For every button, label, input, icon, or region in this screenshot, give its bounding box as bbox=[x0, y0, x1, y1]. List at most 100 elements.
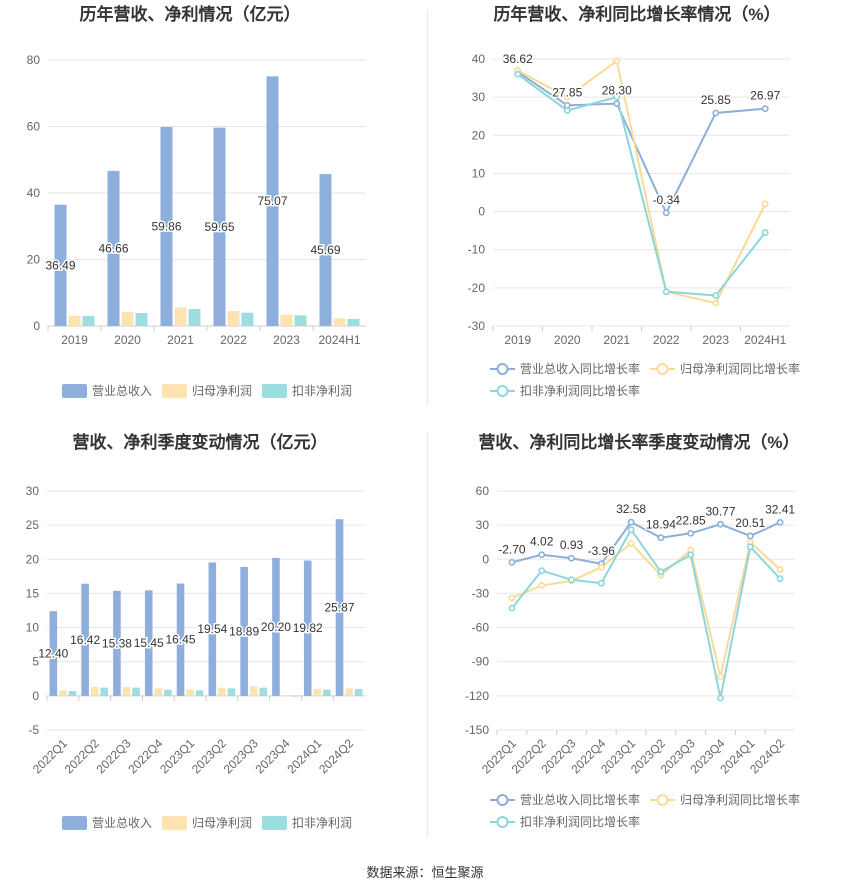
bar-net-profit bbox=[227, 311, 240, 326]
series-point bbox=[508, 604, 516, 612]
y-tick-label: 30 bbox=[476, 518, 490, 532]
bar-revenue bbox=[160, 126, 173, 326]
x-tick-label: 2022 bbox=[653, 333, 680, 347]
x-tick-label: 2019 bbox=[61, 333, 88, 347]
series-point bbox=[761, 105, 769, 113]
y-tick-label: 0 bbox=[482, 552, 489, 566]
legend-swatch-marker bbox=[656, 794, 669, 806]
y-tick-label: 20 bbox=[472, 128, 486, 142]
bar-net-profit bbox=[90, 686, 99, 696]
series-point bbox=[568, 576, 575, 584]
series-point bbox=[627, 526, 635, 534]
data-label: 15.38 bbox=[102, 636, 132, 650]
data-label: 36.49 bbox=[45, 258, 75, 272]
bar-deducted-profit bbox=[347, 319, 360, 326]
chart-title: 营收、净利季度变动情况（亿元） bbox=[73, 432, 328, 452]
bar-net-profit bbox=[186, 689, 194, 696]
y-tick-label: -5 bbox=[28, 723, 39, 737]
y-tick-label: 80 bbox=[27, 53, 41, 67]
legend-swatch-marker bbox=[496, 794, 509, 806]
data-label: 32.58 bbox=[616, 502, 646, 516]
chart-title: 历年营收、净利情况（亿元） bbox=[80, 4, 301, 24]
bar-net-profit bbox=[313, 689, 322, 696]
bar-revenue bbox=[335, 519, 344, 696]
legend-label: 扣非净利润 bbox=[292, 816, 352, 830]
bar-net-profit bbox=[59, 690, 67, 696]
bar-deducted-profit bbox=[164, 689, 172, 696]
panel-divider-top bbox=[427, 10, 428, 405]
y-tick-label: -150 bbox=[465, 723, 489, 737]
y-tick-label: 10 bbox=[472, 166, 486, 180]
y-tick-label: 20 bbox=[27, 253, 41, 267]
bar-net-profit bbox=[121, 312, 134, 326]
bar-net-profit bbox=[218, 687, 226, 696]
series-line-revenue bbox=[511, 520, 781, 565]
series-point bbox=[613, 100, 621, 108]
legend-swatch bbox=[162, 384, 187, 398]
series-point bbox=[776, 519, 784, 526]
legend-label: 归母净利润 bbox=[192, 816, 252, 830]
bar-net-profit bbox=[333, 318, 346, 326]
x-tick-label: 2024H1 bbox=[318, 333, 360, 347]
series-point bbox=[712, 109, 720, 117]
legend-label: 归母净利润同比增长率 bbox=[680, 361, 800, 376]
y-tick-label: 60 bbox=[27, 120, 41, 134]
legend-swatch-marker bbox=[656, 363, 669, 375]
legend-label: 扣非净利润 bbox=[292, 384, 352, 398]
y-tick-label: 0 bbox=[32, 689, 39, 703]
series-point bbox=[597, 579, 605, 587]
series-point bbox=[627, 539, 635, 547]
data-label: 30.77 bbox=[705, 504, 735, 518]
bar-revenue bbox=[49, 611, 58, 696]
x-tick-label: 2023 bbox=[273, 333, 300, 347]
series-point bbox=[687, 551, 695, 559]
bar-revenue bbox=[81, 583, 89, 696]
legend-label: 归母净利润同比增长率 bbox=[680, 792, 800, 807]
x-tick-label: 2019 bbox=[504, 333, 531, 347]
data-label: 20.20 bbox=[261, 620, 291, 634]
data-label: 25.85 bbox=[701, 93, 731, 107]
legend-label: 营业总收入 bbox=[92, 384, 152, 398]
series-point bbox=[687, 529, 695, 537]
y-tick-label: 40 bbox=[27, 186, 41, 200]
bar-revenue bbox=[319, 174, 332, 326]
legend-swatch bbox=[162, 816, 187, 830]
series-point bbox=[717, 673, 724, 680]
data-label: 20.51 bbox=[735, 516, 765, 530]
bar-revenue bbox=[176, 583, 185, 696]
legend-swatch-marker bbox=[496, 363, 509, 375]
series-point bbox=[662, 288, 670, 296]
data-label: 22.85 bbox=[676, 513, 706, 527]
series-line-revenue bbox=[517, 71, 766, 216]
y-tick-label: 0 bbox=[33, 319, 40, 333]
series-line-deducted-profit bbox=[517, 73, 767, 297]
data-label: 19.54 bbox=[197, 622, 227, 636]
bar-deducted-profit bbox=[195, 690, 204, 696]
legend-swatch bbox=[262, 816, 287, 830]
series-point bbox=[538, 582, 546, 589]
series-point bbox=[568, 554, 575, 562]
data-label: 18.94 bbox=[646, 518, 676, 532]
x-tick-label: 2023 bbox=[702, 333, 729, 347]
y-tick-label: 25 bbox=[26, 518, 40, 532]
bar-revenue bbox=[266, 76, 279, 327]
series-point bbox=[538, 551, 546, 559]
bar-net-profit bbox=[68, 315, 81, 326]
bar-deducted-profit bbox=[259, 687, 268, 696]
y-tick-label: 0 bbox=[478, 205, 485, 219]
series-point bbox=[761, 200, 769, 208]
bar-net-profit bbox=[174, 307, 187, 326]
bar-revenue bbox=[144, 590, 153, 696]
y-tick-label: 20 bbox=[26, 552, 40, 566]
legend-swatch bbox=[262, 384, 287, 398]
data-label: 15.45 bbox=[134, 636, 164, 650]
bar-deducted-profit bbox=[354, 689, 363, 696]
series-point bbox=[712, 299, 720, 307]
bar-revenue bbox=[113, 590, 121, 696]
series-point bbox=[514, 70, 522, 78]
data-label: 18.89 bbox=[229, 624, 259, 638]
y-tick-label: 30 bbox=[472, 90, 486, 104]
data-label: -2.70 bbox=[498, 542, 526, 556]
x-tick-label: 2021 bbox=[603, 333, 630, 347]
x-tick-label: 2022 bbox=[220, 333, 247, 347]
